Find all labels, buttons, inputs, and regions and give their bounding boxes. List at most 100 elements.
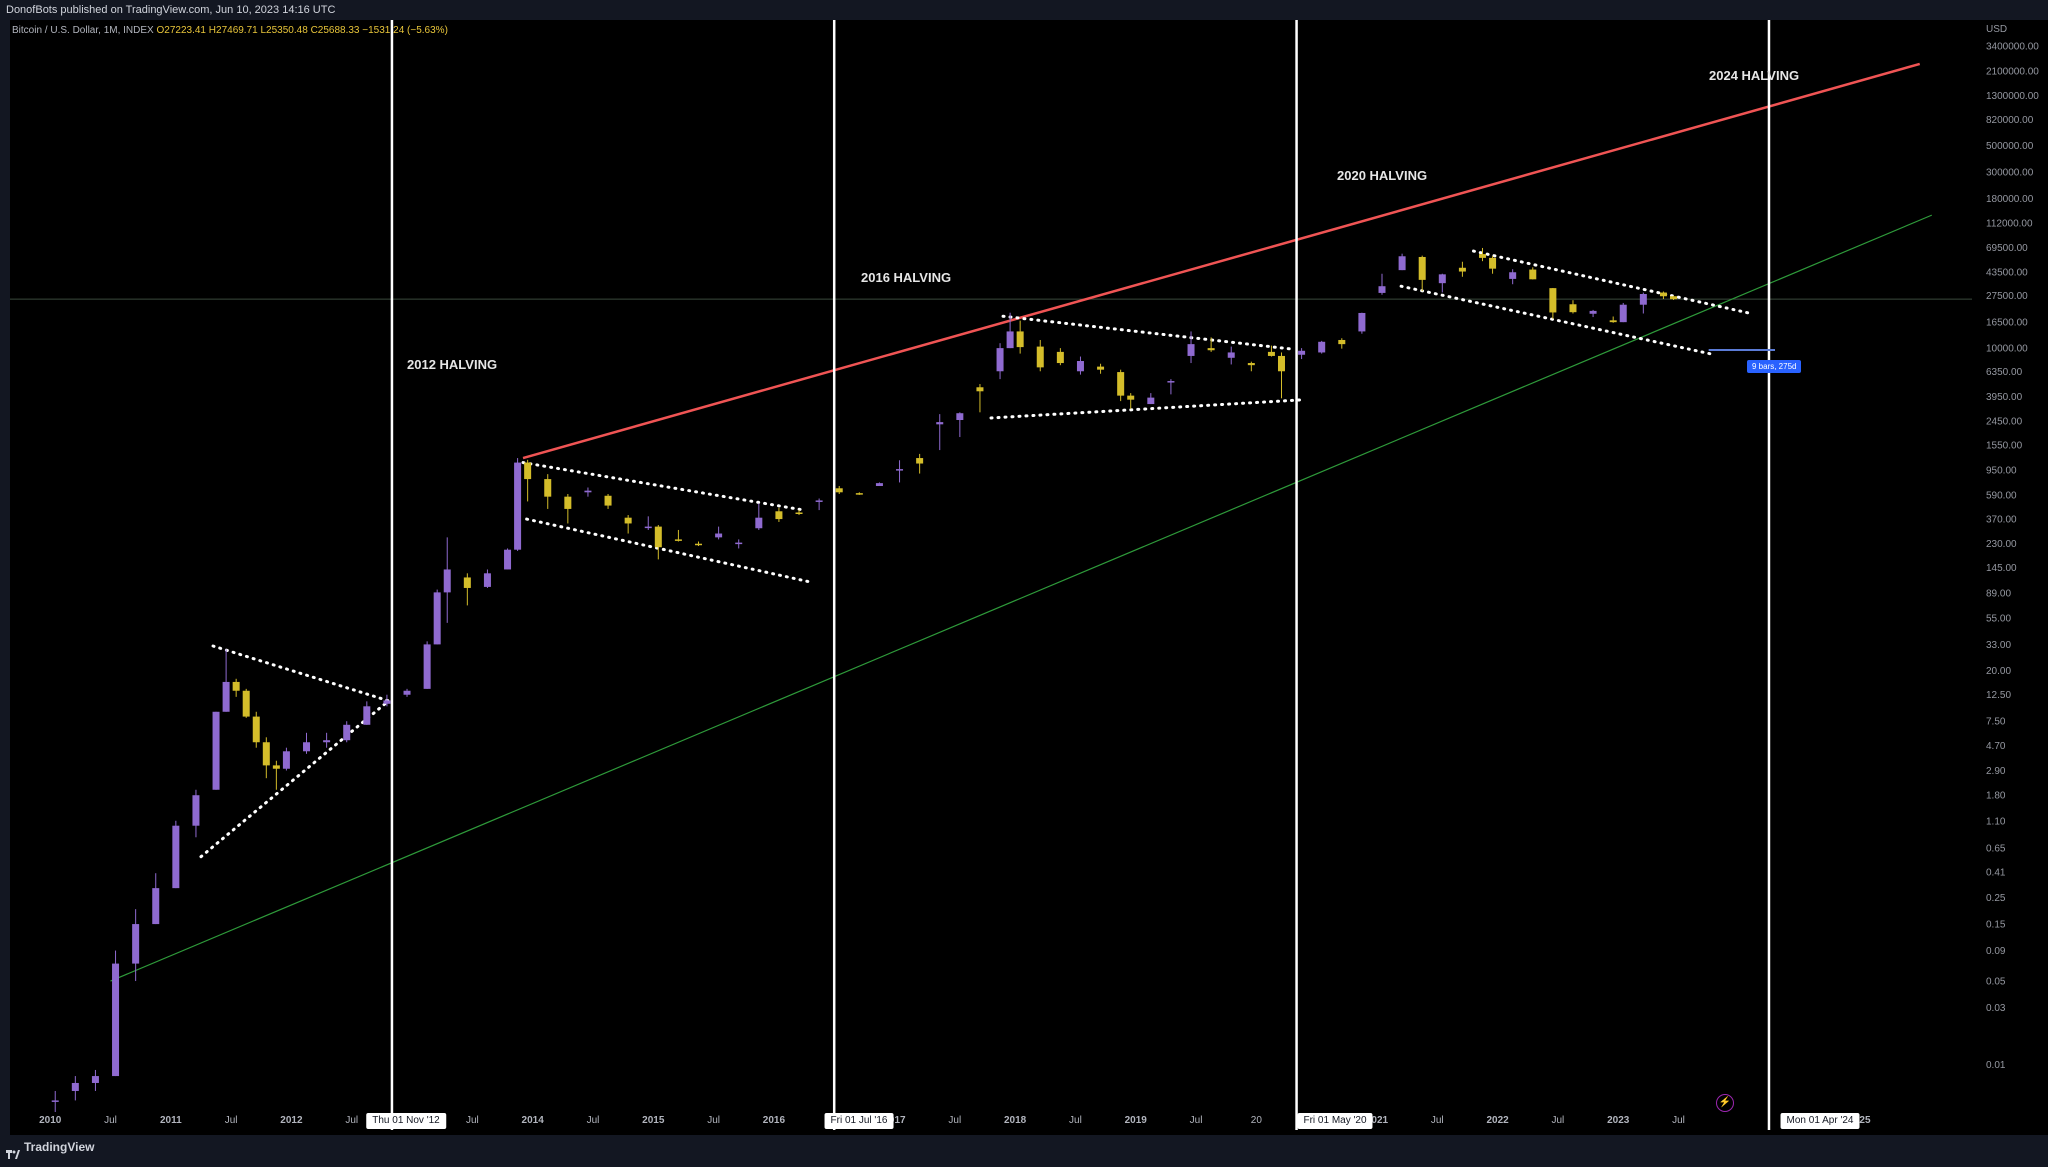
- candle-body: [1529, 269, 1537, 280]
- candle-body: [91, 1076, 99, 1083]
- y-tick-label: 0.09: [1986, 946, 2006, 957]
- y-tick-label: 10000.00: [1986, 344, 2028, 355]
- candle-body: [1659, 292, 1667, 297]
- candle-body: [1609, 320, 1617, 323]
- x-tick-label: Jul: [707, 1115, 720, 1126]
- x-tick-label: 2018: [1004, 1115, 1027, 1126]
- x-tick-label: Jul: [948, 1115, 961, 1126]
- candle-body: [1438, 274, 1446, 284]
- candle-body: [644, 526, 652, 529]
- x-tick-label: Jul: [1551, 1115, 1564, 1126]
- x-tick-label: 2019: [1125, 1115, 1148, 1126]
- open-value: O27223.41: [156, 25, 207, 36]
- candle-body: [1207, 348, 1215, 351]
- pattern-trendline: [211, 644, 392, 703]
- y-tick-label: 12.50: [1986, 690, 2011, 701]
- y-tick-label: 590.00: [1986, 490, 2017, 501]
- pattern-trendline: [1001, 314, 1295, 351]
- candle-body: [1016, 331, 1024, 348]
- candle-body: [212, 711, 220, 790]
- candle-body: [1398, 256, 1406, 271]
- halving-2012-label: 2012 HALVING: [407, 357, 498, 372]
- y-tick-label: 7.50: [1986, 717, 2006, 728]
- y-tick-label: 230.00: [1986, 539, 2017, 550]
- candle-body: [1418, 256, 1426, 280]
- y-tick-label: 0.25: [1986, 893, 2006, 904]
- candle-body: [755, 517, 763, 529]
- candle-body: [1669, 296, 1677, 300]
- y-tick-label: 112000.00: [1986, 218, 2033, 229]
- candle-body: [112, 963, 120, 1077]
- y-tick-label: 145.00: [1986, 563, 2017, 574]
- candle-body: [1639, 294, 1647, 305]
- close-value: C25688.33: [310, 25, 360, 36]
- candle-body: [1036, 346, 1044, 368]
- y-tick-label: 27500.00: [1986, 291, 2028, 302]
- candle-body: [956, 413, 964, 421]
- y-tick-label: 69500.00: [1986, 243, 2028, 254]
- candle-body: [1097, 366, 1105, 370]
- lightning-icon[interactable]: ⚡: [1716, 1094, 1734, 1112]
- candle-body: [1187, 344, 1195, 356]
- candle-body: [1076, 361, 1084, 372]
- x-tick-label: 2025: [1848, 1115, 1871, 1126]
- candle-body: [1298, 350, 1306, 355]
- candle-body: [132, 924, 140, 964]
- tradingview-logo[interactable]: TradingView: [6, 1135, 94, 1159]
- x-tick-label: 2016: [763, 1115, 786, 1126]
- y-tick-label: 180000.00: [1986, 194, 2034, 205]
- candle-body: [855, 493, 863, 495]
- candle-body: [242, 690, 250, 717]
- candle-body: [674, 539, 682, 541]
- candle-body: [604, 495, 612, 506]
- pattern-trendline: [199, 699, 390, 859]
- candle-body: [383, 700, 391, 704]
- price-chart-svg[interactable]: 3400000.00 2100000.00 1300000.00 820000.00 5…: [10, 20, 2048, 1135]
- y-tick-label: 1300000.00: [1986, 91, 2039, 102]
- candle-body: [835, 488, 843, 493]
- candle-body: [1619, 304, 1627, 323]
- y-tick-label: 43500.00: [1986, 267, 2028, 278]
- candle-body: [815, 500, 823, 502]
- x-tick-label: Jul: [345, 1115, 358, 1126]
- chart-area[interactable]: Bitcoin / U.S. Dollar, 1M, INDEX O27223.…: [10, 20, 2048, 1135]
- symbol-label: Bitcoin / U.S. Dollar, 1M, INDEX: [12, 25, 154, 36]
- y-tick-label: 3400000.00: [1986, 41, 2039, 52]
- y-tick-label: 2450.00: [1986, 417, 2023, 428]
- candle-body: [303, 742, 311, 752]
- y-tick-label: 3950.00: [1986, 392, 2023, 403]
- candle-body: [695, 543, 703, 546]
- candle-body: [1358, 312, 1366, 332]
- candle-body: [1569, 304, 1577, 313]
- x-tick-label: Jul: [1431, 1115, 1444, 1126]
- x-tick-label: 2023: [1607, 1115, 1630, 1126]
- candle-body: [795, 512, 803, 514]
- x-tick-label: 2012: [280, 1115, 303, 1126]
- x-tick-label: 2014: [522, 1115, 545, 1126]
- x-tick-label: 2010: [39, 1115, 62, 1126]
- x-tick-label: Jul: [225, 1115, 238, 1126]
- pattern-trendline: [525, 517, 812, 584]
- candle-body: [1549, 288, 1557, 313]
- candle-body: [976, 387, 984, 392]
- candle-body: [735, 542, 743, 545]
- y-tick-label: 2.90: [1986, 766, 2006, 777]
- high-value: H27469.71: [208, 25, 258, 36]
- candle-body: [71, 1082, 79, 1091]
- candle-body: [1479, 254, 1487, 258]
- x-tick-label: Jul: [104, 1115, 117, 1126]
- y-tick-label: 500000.00: [1986, 141, 2034, 152]
- candle-body: [1277, 355, 1285, 372]
- date-tag-2020: Fri 01 May '20: [1297, 1113, 1373, 1129]
- publish-header: DonofBots published on TradingView.com, …: [0, 0, 2048, 20]
- candle-body: [504, 549, 512, 570]
- y-tick-label: 950.00: [1986, 466, 2017, 477]
- halving-2016-label: 2016 HALVING: [861, 270, 952, 285]
- candle-body: [1267, 351, 1275, 356]
- y-tick-label: 6350.00: [1986, 367, 2023, 378]
- x-tick-label: Jul: [466, 1115, 479, 1126]
- y-tick-label: 0.05: [1986, 977, 2006, 988]
- pattern-trendline: [1471, 249, 1753, 315]
- candle-body: [1167, 381, 1175, 383]
- candle-body: [282, 751, 290, 769]
